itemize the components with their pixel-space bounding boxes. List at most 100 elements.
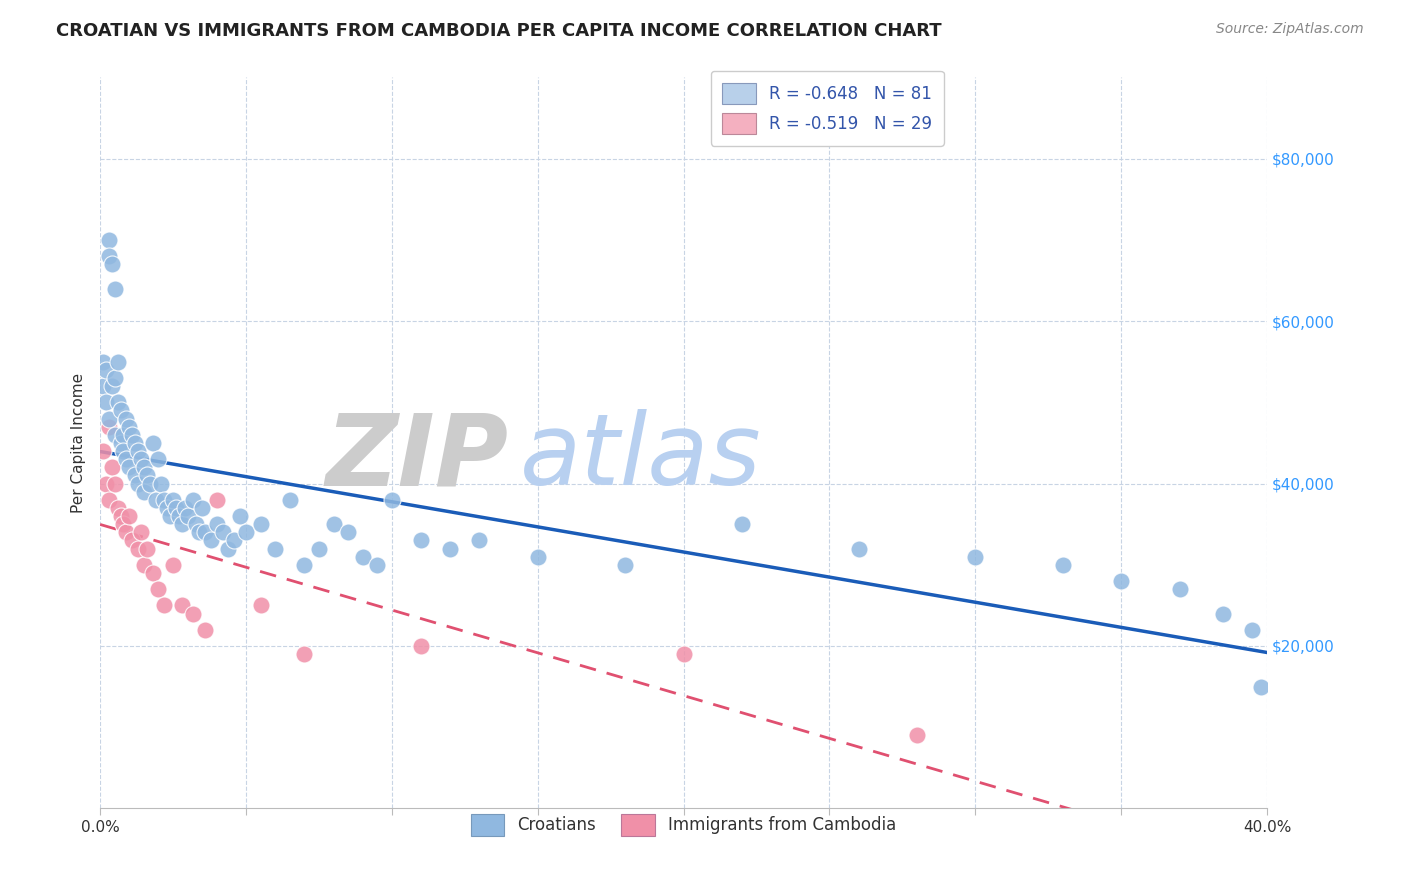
- Point: [112, 427, 135, 442]
- Point: [249, 599, 271, 613]
- Point: [205, 492, 228, 507]
- Point: [110, 436, 132, 450]
- Point: [132, 558, 155, 572]
- Point: [94, 395, 117, 409]
- Point: [278, 492, 301, 507]
- Point: [191, 500, 214, 515]
- Point: [97, 411, 120, 425]
- Point: [165, 500, 187, 515]
- Point: [188, 525, 211, 540]
- Point: [409, 533, 432, 548]
- Point: [205, 517, 228, 532]
- Point: [1109, 574, 1132, 588]
- Point: [121, 533, 143, 548]
- Point: [135, 468, 157, 483]
- Point: [115, 525, 138, 540]
- Point: [124, 436, 146, 450]
- Point: [104, 371, 127, 385]
- Point: [1241, 623, 1264, 637]
- Point: [142, 566, 165, 580]
- Point: [132, 484, 155, 499]
- Point: [94, 363, 117, 377]
- Point: [468, 533, 491, 548]
- Point: [101, 257, 124, 271]
- Point: [115, 452, 138, 467]
- Point: [229, 509, 252, 524]
- Point: [170, 517, 193, 532]
- Point: [292, 558, 315, 572]
- Legend: Croatians, Immigrants from Cambodia: Croatians, Immigrants from Cambodia: [463, 805, 904, 844]
- Point: [211, 525, 233, 540]
- Point: [249, 517, 271, 532]
- Point: [337, 525, 360, 540]
- Point: [129, 525, 152, 540]
- Point: [138, 476, 160, 491]
- Point: [322, 517, 344, 532]
- Point: [118, 509, 141, 524]
- Point: [127, 476, 149, 491]
- Point: [118, 460, 141, 475]
- Point: [135, 541, 157, 556]
- Point: [110, 509, 132, 524]
- Point: [439, 541, 461, 556]
- Point: [127, 541, 149, 556]
- Y-axis label: Per Capita Income: Per Capita Income: [72, 373, 86, 513]
- Point: [366, 558, 388, 572]
- Point: [167, 509, 190, 524]
- Point: [153, 492, 176, 507]
- Point: [200, 533, 222, 548]
- Point: [104, 282, 127, 296]
- Point: [162, 492, 184, 507]
- Point: [1168, 582, 1191, 596]
- Point: [121, 427, 143, 442]
- Point: [409, 639, 432, 653]
- Point: [264, 541, 287, 556]
- Text: Source: ZipAtlas.com: Source: ZipAtlas.com: [1216, 22, 1364, 37]
- Point: [156, 500, 179, 515]
- Point: [107, 395, 129, 409]
- Point: [153, 599, 176, 613]
- Point: [162, 558, 184, 572]
- Point: [97, 419, 120, 434]
- Point: [91, 355, 114, 369]
- Point: [112, 444, 135, 458]
- Point: [308, 541, 330, 556]
- Point: [731, 517, 754, 532]
- Point: [183, 492, 205, 507]
- Point: [107, 500, 129, 515]
- Point: [91, 379, 114, 393]
- Point: [1250, 680, 1272, 694]
- Point: [142, 436, 165, 450]
- Point: [112, 517, 135, 532]
- Point: [148, 582, 170, 596]
- Point: [132, 460, 155, 475]
- Point: [170, 599, 193, 613]
- Point: [381, 492, 404, 507]
- Point: [115, 411, 138, 425]
- Text: atlas: atlas: [520, 409, 762, 506]
- Point: [183, 607, 205, 621]
- Point: [526, 549, 548, 564]
- Point: [97, 249, 120, 263]
- Point: [159, 509, 181, 524]
- Point: [97, 233, 120, 247]
- Point: [110, 403, 132, 417]
- Point: [905, 728, 928, 742]
- Point: [129, 452, 152, 467]
- Point: [127, 444, 149, 458]
- Point: [94, 476, 117, 491]
- Point: [1052, 558, 1074, 572]
- Point: [101, 379, 124, 393]
- Point: [848, 541, 870, 556]
- Point: [150, 476, 173, 491]
- Point: [173, 500, 195, 515]
- Point: [97, 492, 120, 507]
- Point: [352, 549, 374, 564]
- Point: [186, 517, 208, 532]
- Text: ZIP: ZIP: [326, 409, 509, 506]
- Point: [614, 558, 637, 572]
- Point: [148, 452, 170, 467]
- Point: [104, 427, 127, 442]
- Point: [218, 541, 240, 556]
- Point: [672, 647, 695, 661]
